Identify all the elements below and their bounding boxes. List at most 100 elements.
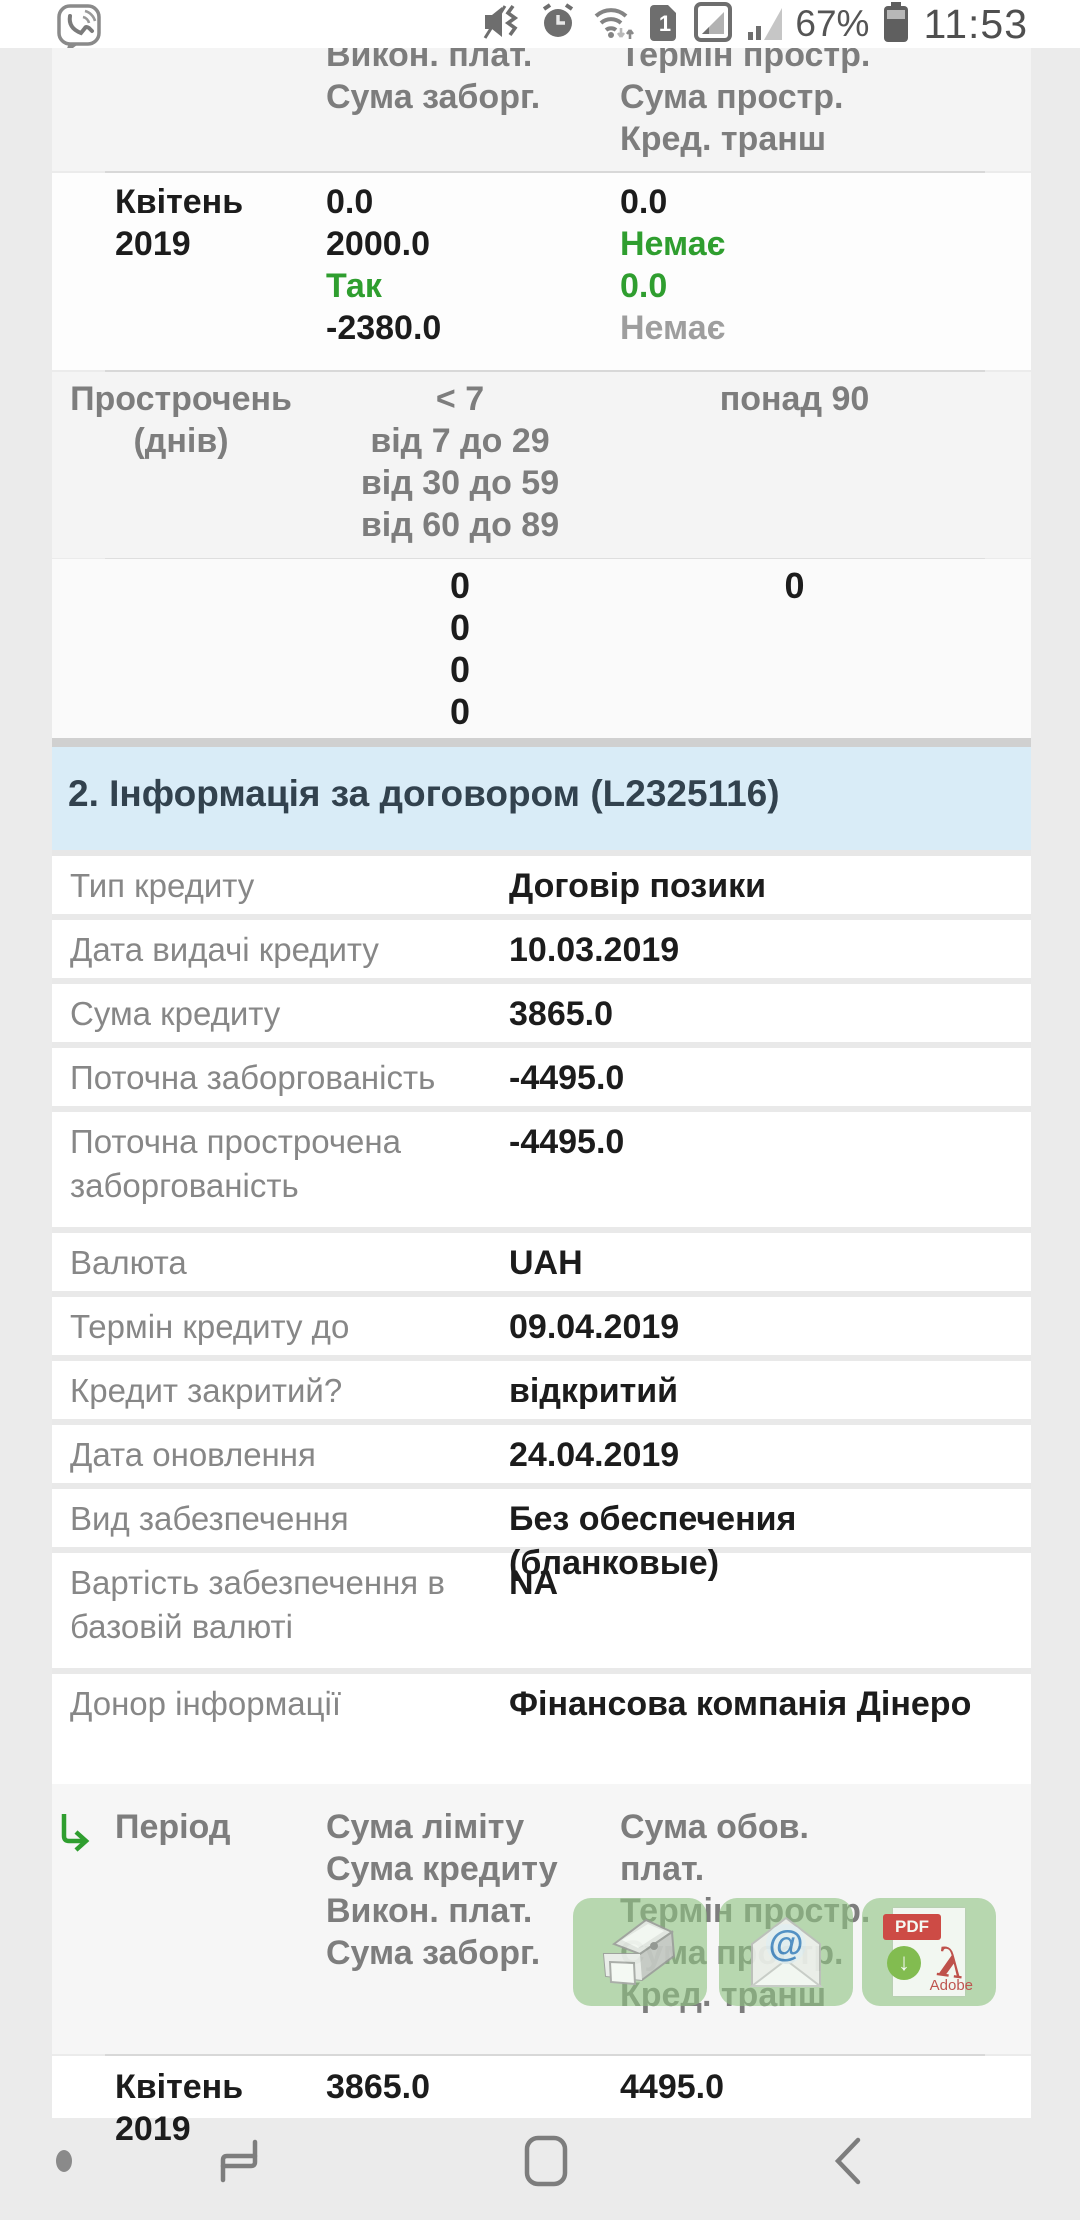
battery-percent: 67% [795,3,870,44]
kv-value: NA [509,1564,559,1602]
col-header: < 7 [435,380,485,418]
value-cell: Немає [620,309,726,347]
col-header: понад 90 [719,380,870,418]
kv-label: Кредит закритий? [70,1372,343,1409]
kv-label: Валюта [70,1244,187,1281]
col-header: Період [115,1808,231,1846]
alarm-icon [538,2,578,47]
wifi-icon [591,2,637,47]
table1-header-cut: Викон. плат. Сума заборг. Термін простр.… [52,48,1031,171]
kv-value: 10.03.2019 [509,931,680,969]
kv-label: Донор інформації [70,1685,342,1722]
value-cell: -2380.0 [326,309,442,347]
value-cell: 3865.0 [326,2068,430,2106]
nav-recents-button[interactable] [209,2130,269,2192]
nav-hide-dot-button[interactable] [56,2150,72,2172]
col-header: Викон. плат. [326,1892,533,1930]
value-cell: 0.0 [620,267,668,305]
value-cell: 2000.0 [326,225,430,263]
mobile-data-icon [693,1,735,48]
kv-label: Тип кредиту [70,867,255,904]
col-header: Прострочень [70,380,292,418]
kv-row-current-debt: Поточна заборгованість -4495.0 [52,1048,1031,1112]
email-icon: @ [749,1916,823,1987]
pdf-adobe-icon: λ PDF ↓ Adobe [883,1906,975,1998]
svg-text:@: @ [768,1923,803,1964]
kv-row-credit-closed: Кредит закритий? відкритий [52,1361,1031,1425]
signal-bars-icon [748,2,783,47]
kv-label: Термін кредиту до [70,1308,350,1345]
sim-card-icon: 1 [650,3,680,46]
kv-row-collateral-type: Вид забезпечення Без обеспечения (бланко… [52,1489,1031,1582]
table1-row-overdue-counts: 0 0 0 0 0 [52,559,1031,738]
kv-label: Сума кредиту [70,995,281,1032]
kv-value: 24.04.2019 [509,1436,680,1474]
col-header: від 30 до 59 [360,464,560,502]
value-cell: 0 [449,691,471,732]
col-header: Термін простр. [620,48,871,74]
mute-vibrate-icon [483,2,525,47]
kv-value: UAH [509,1244,583,1282]
value-cell: Так [326,267,382,305]
value-cell: Немає [620,225,726,263]
contract-details-list: Тип кредиту Договір позики Дата видачі к… [52,850,1031,1784]
battery-icon [882,1,910,48]
kv-row-credit-sum: Сума кредиту 3865.0 [52,984,1031,1048]
col-header: від 60 до 89 [360,506,560,544]
kv-row-overdue-debt: Поточна прострочена заборгованість -4495… [52,1112,1031,1233]
email-button[interactable]: @ [719,1898,853,2006]
sim-slot-number: 1 [659,11,671,36]
kv-value: Без обеспечения (бланковые) [509,1500,797,1582]
report-content: Викон. плат. Сума заборг. Термін простр.… [52,48,1031,2148]
kv-row-issue-date: Дата видачі кредиту 10.03.2019 [52,920,1031,984]
kv-row-update-date: Дата оновлення 24.04.2019 [52,1425,1031,1489]
kv-value: -4495.0 [509,1059,625,1097]
kv-label: Дата оновлення [70,1436,316,1473]
kv-row-collateral-value: Вартість забезпечення в базовій валюті N… [52,1553,1031,1674]
col-header: Сума заборг. [326,78,541,116]
col-header: Кред. транш [620,120,827,158]
printer-icon [602,1918,676,1986]
kv-row-credit-type: Тип кредиту Договір позики [52,856,1031,920]
value-cell: 4495.0 [620,2068,724,2106]
back-icon [834,2137,861,2185]
col-header: Сума простр. [620,78,844,116]
return-arrow-icon [56,1810,92,1861]
print-button[interactable] [573,1898,707,2006]
section2-header: 2. Інформація за договором (L2325116) [52,747,1031,850]
viber-notification-icon [56,4,122,55]
pdf-button[interactable]: λ PDF ↓ Adobe [862,1898,996,2006]
kv-label: Поточна заборгованість [70,1059,436,1096]
kv-value: Фінансова компанія Дінеро [509,1685,972,1723]
kv-value: 3865.0 [509,995,613,1033]
kv-label: Вид забезпечення [70,1500,349,1537]
value-cell: 0 [449,649,471,690]
divider [105,370,985,372]
divider [105,558,985,559]
kv-label: Дата видачі кредиту [70,931,379,968]
kv-value: відкритий [509,1372,679,1410]
kv-value: 09.04.2019 [509,1308,680,1346]
kv-row-credit-term: Термін кредиту до 09.04.2019 [52,1297,1031,1361]
col-header: Сума ліміту [326,1808,525,1846]
kv-row-currency: Валюта UAH [52,1233,1031,1297]
divider [105,171,985,173]
col-header: Сума кредиту [326,1850,558,1888]
nav-home-button[interactable] [515,2130,575,2192]
col-header: Викон. плат. [326,48,533,74]
table2-row-april-2019: Квітень 2019 3865.0 4495.0 [52,2056,1031,2148]
section2-title: 2. Інформація за договором (L2325116) [68,773,780,814]
status-bar: 1 67% [0,0,1080,54]
col-header: Сума обов. [620,1808,809,1846]
home-icon [524,2135,568,2187]
kv-value: -4495.0 [509,1123,625,1161]
kv-value: Договір позики [509,867,767,905]
nav-back-button[interactable] [818,2130,878,2192]
col-header: Сума заборг. [326,1934,541,1972]
col-header: плат. [620,1850,705,1888]
value-cell: 0.0 [620,183,668,221]
kv-label: Поточна прострочена заборгованість [70,1123,401,1204]
kv-label: Вартість забезпечення в базовій валюті [70,1564,445,1645]
section-divider [52,738,1031,747]
